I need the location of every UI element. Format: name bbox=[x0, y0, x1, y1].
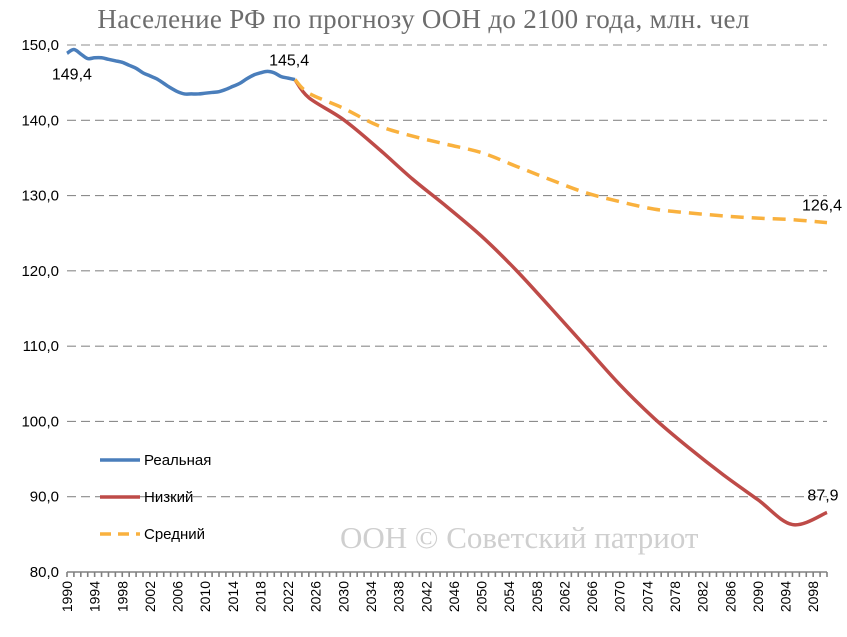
x-tick-label: 2078 bbox=[667, 581, 683, 612]
x-tick-label: 2038 bbox=[391, 581, 407, 612]
x-tick-label: 2058 bbox=[529, 581, 545, 612]
x-tick-label: 2034 bbox=[363, 581, 379, 612]
data-label: 87,9 bbox=[807, 488, 838, 505]
x-tick-label: 2090 bbox=[750, 581, 766, 612]
x-tick-label: 2002 bbox=[142, 581, 158, 612]
data-label: 149,4 bbox=[52, 67, 92, 84]
data-labels: 149,4 145,4 126,4 87,9 bbox=[52, 53, 842, 505]
x-tick-label: 2094 bbox=[778, 581, 794, 612]
series-line-3 bbox=[293, 78, 828, 225]
x-tick-label: 2030 bbox=[335, 581, 351, 612]
data-label: 145,4 bbox=[269, 53, 309, 70]
x-tick-label: 2066 bbox=[584, 581, 600, 612]
x-tick-label: 2098 bbox=[805, 581, 821, 612]
x-tick-label: 2026 bbox=[308, 581, 324, 612]
x-tick-label: 2082 bbox=[695, 581, 711, 612]
x-tick-label: 2074 bbox=[639, 581, 655, 612]
x-tick-label: 2018 bbox=[252, 581, 268, 612]
series-line-1 bbox=[66, 47, 296, 96]
x-tick-label: 2010 bbox=[197, 581, 213, 612]
series-line-2 bbox=[293, 78, 828, 527]
y-tick-label: 90,0 bbox=[30, 489, 59, 506]
watermark-text: ООН © Советский патриот bbox=[340, 520, 699, 555]
legend: Реальная Низкий Средний bbox=[100, 452, 211, 543]
grid-lines bbox=[67, 44, 827, 498]
x-tick-label: 2062 bbox=[556, 581, 572, 612]
y-tick-label: 120,0 bbox=[21, 263, 59, 280]
chart-title: Население РФ по прогнозу ООН до 2100 год… bbox=[97, 4, 750, 34]
y-tick-label: 100,0 bbox=[21, 413, 59, 430]
series-lines bbox=[66, 47, 828, 527]
y-tick-label: 110,0 bbox=[23, 338, 59, 355]
x-tick-label: 2070 bbox=[612, 581, 628, 612]
x-tick-label: 1994 bbox=[87, 581, 103, 612]
legend-label-2: Низкий bbox=[144, 489, 193, 506]
axes: 80,0 90,0 100,0 110,0 120,0 130,0 140,0 150,0 19… bbox=[21, 37, 828, 612]
x-tick-label: 2050 bbox=[474, 581, 490, 612]
x-tick-label: 2014 bbox=[225, 581, 241, 612]
y-tick-label: 140,0 bbox=[21, 112, 59, 129]
x-tick-label: 1998 bbox=[114, 581, 130, 612]
x-tick-label: 2022 bbox=[280, 581, 296, 612]
x-tick-label: 2054 bbox=[501, 581, 517, 612]
legend-label-1: Реальная bbox=[144, 452, 211, 469]
x-tick-label: 2042 bbox=[418, 581, 434, 612]
x-tick-label: 2086 bbox=[722, 581, 738, 612]
data-label: 126,4 bbox=[802, 198, 842, 215]
x-tick-label: 2046 bbox=[446, 581, 462, 612]
y-tick-label: 80,0 bbox=[30, 564, 59, 581]
y-tick-label: 130,0 bbox=[21, 188, 59, 205]
x-tick-label: 2006 bbox=[170, 581, 186, 612]
x-tick-label: 1990 bbox=[59, 581, 75, 612]
y-tick-label: 150,0 bbox=[21, 37, 59, 54]
legend-label-3: Средний bbox=[144, 526, 205, 543]
